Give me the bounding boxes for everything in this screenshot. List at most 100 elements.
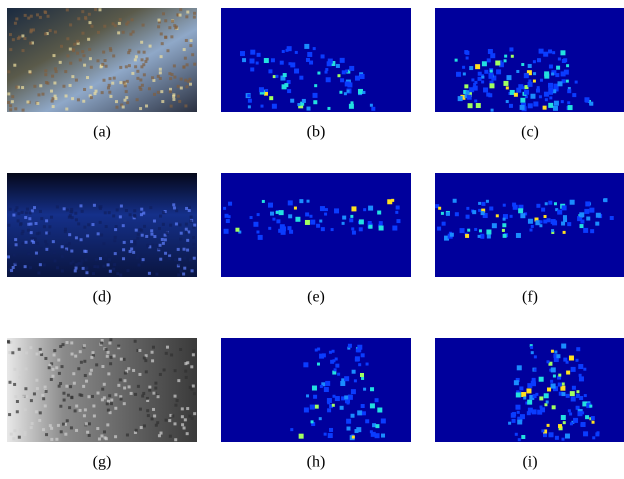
heat-cell [563,215,567,219]
photo-texture [80,361,83,364]
heat-cell [264,58,269,63]
photo-texture [159,68,162,71]
photo-texture [9,208,12,211]
photo-texture [36,102,39,105]
heat-cell [544,215,547,218]
heat-cell [557,210,562,215]
photo-texture [62,423,65,426]
heat-cell [558,57,561,60]
photo-texture [159,373,162,376]
photo-texture [43,225,46,228]
photo-texture [171,414,174,417]
photo-texture [83,88,86,91]
photo-texture [109,270,112,273]
heat-cell [566,371,570,375]
photo-texture [68,242,71,245]
photo-texture [35,410,38,413]
photo-texture [193,63,196,66]
photo-texture [79,350,82,353]
photo-texture [24,367,27,370]
heat-cell [352,231,356,235]
heat-cell [482,61,487,66]
photo-texture [14,262,17,265]
photo-texture [45,248,48,251]
photo-texture [152,392,155,395]
heat-cell [610,216,614,220]
photo-texture [157,25,160,28]
photo-texture [48,366,51,369]
heat-cell [272,218,275,221]
heatmap [221,338,411,442]
photo-texture [165,419,168,422]
photo-texture [77,17,80,20]
photo-texture [92,404,95,407]
heat-cell [289,230,293,234]
photo-texture [174,258,177,261]
heat-cell [379,221,383,225]
heat-cell [531,351,534,354]
photo-texture [54,31,57,34]
photo-texture [177,85,180,88]
heat-cell [521,435,525,439]
photo-texture [11,100,14,103]
heat-cell [460,228,465,233]
heat-cell [534,368,537,371]
heat-cell [579,374,582,377]
photo-texture [152,408,155,411]
heat-cell [603,199,606,202]
photo-texture [70,396,73,399]
photo-texture [19,356,22,359]
photo-texture [126,433,129,436]
photo-texture [181,407,184,410]
heat-cell [276,219,280,223]
photo-texture [82,54,85,57]
heat-cell [503,234,507,238]
photo-texture [109,338,112,341]
photo-texture [17,37,20,40]
photo-texture [143,51,146,54]
heat-cell [555,73,559,77]
photo-texture [117,31,120,34]
photo-texture [7,255,10,258]
heat-cell [581,422,586,427]
photo-texture [16,400,19,403]
heat-cell [307,107,311,111]
photo-texture [184,370,187,373]
heat-cell [368,206,373,211]
photo-texture [24,387,27,390]
photo-texture [42,397,45,400]
photo-texture [81,50,84,53]
photo-texture [35,352,38,355]
photo-texture [119,81,122,84]
heat-cell [546,400,549,403]
photo-texture [70,426,73,429]
photo-texture [131,18,134,21]
photo-texture [44,386,47,389]
heat-cell [516,392,521,397]
photo-texture [184,418,187,421]
photo-texture [17,219,20,222]
heat-cell [554,202,557,205]
photo-texture [56,266,59,269]
photo-texture [75,218,78,221]
heat-cell [450,233,454,237]
photo-texture [40,247,43,250]
photo-texture [75,79,78,82]
heat-cell [512,203,516,207]
photo-texture [22,109,25,112]
photo-texture [178,258,181,261]
heat-cell [350,101,353,104]
photo-texture [66,8,69,11]
photo-texture [21,211,24,214]
heat-cell [303,362,308,367]
photo-texture [153,93,156,96]
heat-cell [242,58,246,62]
photo-texture [35,252,38,255]
photo-texture [183,48,186,51]
heat-cell [539,396,543,400]
heat-cell [280,61,284,65]
photo-texture [177,95,180,98]
heat-cell [576,394,580,398]
photo-texture [96,59,99,62]
photo-texture [9,48,12,51]
